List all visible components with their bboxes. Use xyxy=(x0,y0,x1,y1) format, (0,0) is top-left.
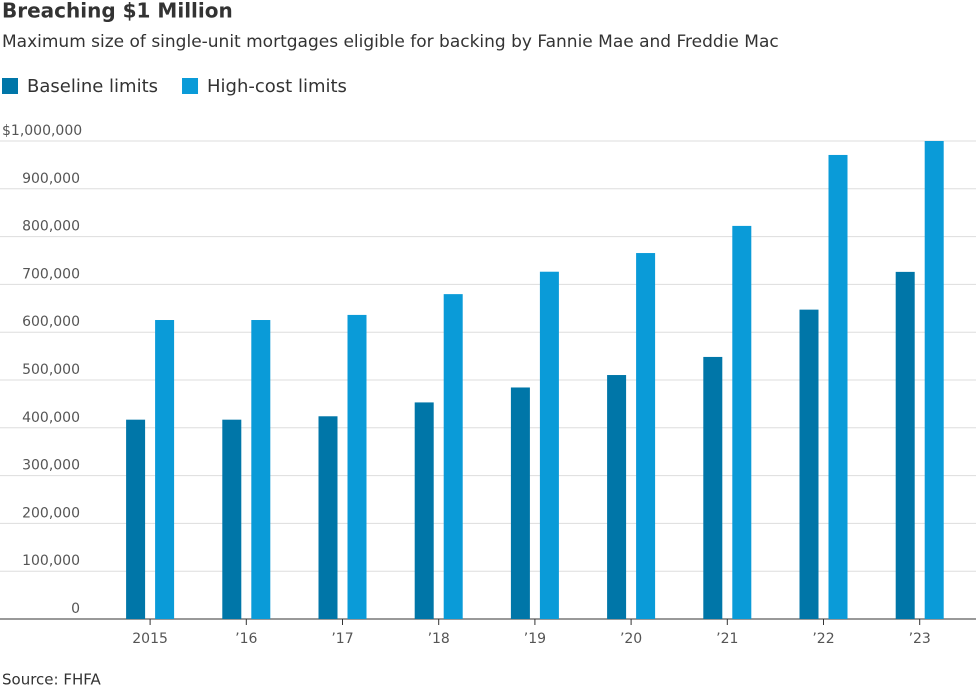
x-tick-label: ’21 xyxy=(716,631,738,647)
bar xyxy=(636,253,656,619)
chart-title: Breaching $1 Million xyxy=(2,0,233,23)
chart-subtitle: Maximum size of single-unit mortgages el… xyxy=(2,32,779,52)
y-tick-label: 600,000 xyxy=(22,314,80,330)
y-tick-label: 800,000 xyxy=(22,219,80,235)
bar xyxy=(347,314,367,619)
bar xyxy=(607,375,627,619)
y-tick-label: 0 xyxy=(71,601,80,617)
x-tick-label: ’18 xyxy=(428,631,450,647)
bar xyxy=(126,419,146,619)
x-tick-label: ’19 xyxy=(524,631,546,647)
bar xyxy=(828,154,848,620)
bar xyxy=(251,320,271,619)
x-tick-label: ’22 xyxy=(812,631,834,647)
bar xyxy=(799,309,819,619)
legend-label: High-cost limits xyxy=(207,76,347,97)
y-tick-label: 100,000 xyxy=(22,553,80,569)
bar xyxy=(703,356,723,619)
y-tick-label: $1,000,000 xyxy=(2,123,82,139)
bar xyxy=(414,402,434,619)
x-tick-label: ’23 xyxy=(909,631,931,647)
bar xyxy=(924,141,944,619)
x-tick-label: ’17 xyxy=(331,631,353,647)
bar xyxy=(318,416,338,619)
legend-swatch xyxy=(2,78,18,94)
y-tick-label: 300,000 xyxy=(22,458,80,474)
bar xyxy=(443,294,463,619)
bar xyxy=(222,419,242,619)
y-tick-label: 500,000 xyxy=(22,362,80,378)
bar xyxy=(539,271,559,619)
x-tick-label: ’20 xyxy=(620,631,642,647)
bar xyxy=(895,271,915,619)
x-tick-label: 2015 xyxy=(132,631,168,647)
y-tick-label: 700,000 xyxy=(22,266,80,282)
legend-swatch xyxy=(182,78,199,94)
bar xyxy=(510,387,530,619)
source: Source: FHFA xyxy=(2,671,101,687)
legend-label: Baseline limits xyxy=(27,76,158,97)
y-tick-label: 200,000 xyxy=(22,505,80,521)
x-tick-label: ’16 xyxy=(235,631,257,647)
y-tick-label: 900,000 xyxy=(22,171,80,187)
bar xyxy=(155,320,175,619)
bar xyxy=(732,225,752,619)
y-tick-label: 400,000 xyxy=(22,410,80,426)
